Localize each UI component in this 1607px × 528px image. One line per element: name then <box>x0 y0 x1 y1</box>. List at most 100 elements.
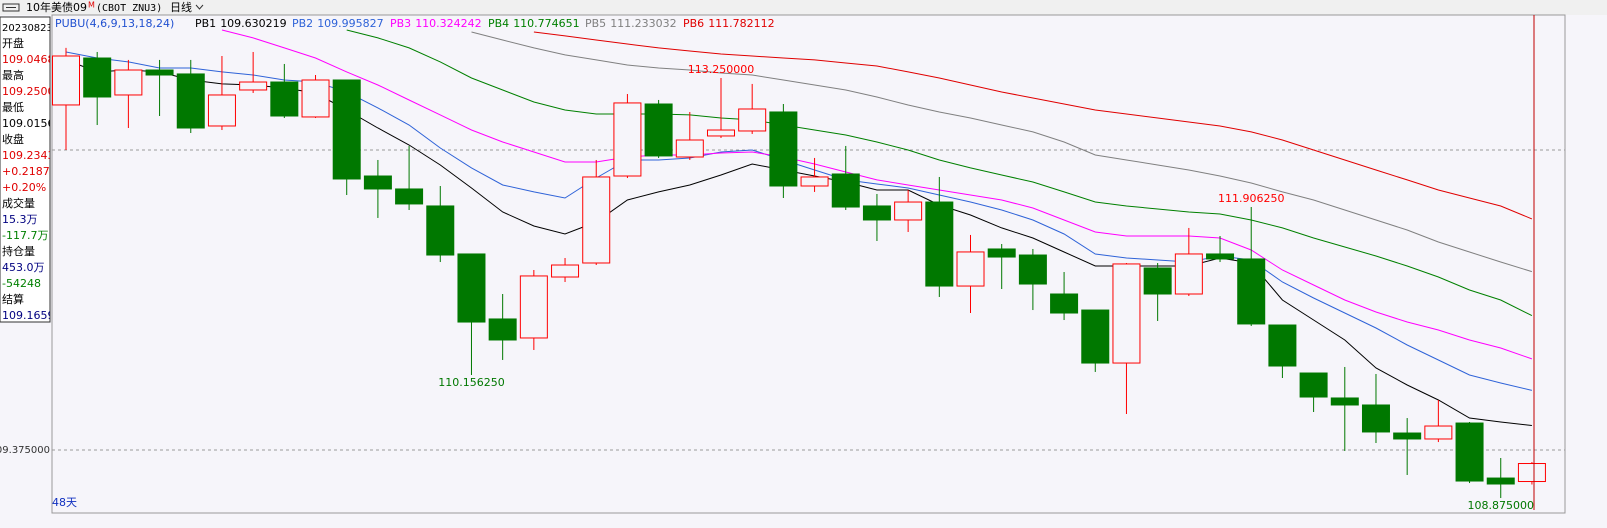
candle-body <box>176 73 205 129</box>
candle-body <box>270 81 299 117</box>
ma-line <box>346 29 1533 317</box>
legend-value: 111.782112 <box>708 17 774 30</box>
candle-body <box>675 139 704 158</box>
candle-body <box>301 79 330 118</box>
extreme-label: 111.906250 <box>1218 192 1284 205</box>
candle-body <box>613 102 642 177</box>
candle-body <box>1361 404 1390 433</box>
candle-body <box>488 318 517 341</box>
candle-body <box>1268 324 1297 367</box>
candle-body <box>769 111 798 187</box>
legend-value: 110.774651 <box>513 17 579 30</box>
info-panel <box>0 16 51 323</box>
legend-entry: PB2 109.995827 <box>292 17 384 30</box>
legend-entry: PB3 110.324242 <box>390 17 482 30</box>
legend-value: 109.630219 <box>220 17 286 30</box>
candle-body <box>457 253 486 323</box>
ma-line <box>533 31 1533 220</box>
info-value: 109.0468 <box>2 53 55 66</box>
candle-body <box>644 103 673 157</box>
y-tick-label: 109.375000 <box>0 445 50 456</box>
legend-value: 109.995827 <box>317 17 383 30</box>
candle-body <box>207 94 236 127</box>
candle-body <box>426 205 455 256</box>
extreme-label: 113.250000 <box>688 63 754 76</box>
info-label: 持仓量 <box>2 244 35 258</box>
info-label: 最高 <box>2 68 24 82</box>
bar-count: 48天 <box>52 496 77 509</box>
legend-name: PB2 <box>292 17 313 30</box>
info-value: +0.2187 <box>2 165 50 178</box>
extreme-label: 108.875000 <box>1467 499 1533 512</box>
candle-body <box>1143 267 1172 295</box>
candle-body <box>1081 309 1110 364</box>
extreme-label: 110.156250 <box>438 376 504 389</box>
info-value: 109.2500 <box>2 85 55 98</box>
candle-body <box>1018 254 1047 285</box>
candle-body <box>800 176 829 187</box>
candle-body <box>52 55 80 106</box>
candle-body <box>1050 293 1079 314</box>
instrument-badge: M <box>88 1 95 10</box>
period-selector[interactable]: 日线 <box>170 0 192 14</box>
info-label: 收盘 <box>2 132 24 146</box>
ma-line <box>221 29 1533 360</box>
legend-value: 110.324242 <box>415 17 481 30</box>
candle-body <box>1486 477 1515 485</box>
legend-value: 111.233032 <box>610 17 676 30</box>
info-value: -54248 <box>2 277 41 290</box>
candle-body <box>894 201 923 221</box>
info-value: -117.7万 <box>2 229 48 242</box>
candle-body <box>1455 422 1484 482</box>
candle-body <box>1174 253 1203 295</box>
candle-body <box>395 188 424 205</box>
candle-body <box>114 69 143 96</box>
candle-body <box>1330 397 1359 406</box>
legend-name: PB1 <box>195 17 216 30</box>
info-value: 109.1659 <box>2 309 55 322</box>
info-value: 109.2343 <box>2 149 55 162</box>
indicator-name: PUBU(4,6,9,13,18,24) <box>55 17 174 30</box>
candle-body <box>925 201 954 287</box>
info-label: 最低 <box>2 101 24 114</box>
candle-body <box>239 81 268 91</box>
candle-body <box>831 173 860 208</box>
info-value: 453.0万 <box>2 261 45 274</box>
candle-body <box>582 176 611 264</box>
candle-body <box>1237 258 1266 325</box>
info-value: 109.0156 <box>2 117 55 130</box>
candle-body <box>706 129 735 137</box>
legend-entry: PB6 111.782112 <box>683 17 775 30</box>
candle-body <box>1424 425 1453 440</box>
candle-body <box>551 264 580 278</box>
legend-name: PB3 <box>390 17 411 30</box>
info-label: 开盘 <box>2 36 24 50</box>
candle-body <box>145 69 174 76</box>
candle-body <box>519 275 548 339</box>
candle-body <box>1517 463 1546 483</box>
ma-line <box>471 31 1533 273</box>
legend-entry: PB5 111.233032 <box>585 17 677 30</box>
info-label: 成交量 <box>2 196 35 210</box>
candle-body <box>956 251 985 287</box>
legend: PUBU(4,6,9,13,18,24) PB1 109.630219 PB2 109.… <box>55 17 775 30</box>
info-label: 结算 <box>2 292 24 306</box>
info-date: 20230823 <box>2 23 53 34</box>
candle-body <box>1299 372 1328 398</box>
candle-body <box>1206 253 1235 260</box>
candle-body <box>1112 263 1141 364</box>
instrument-code[interactable]: (CBOT ZNU3) <box>96 3 162 14</box>
legend-name: PB6 <box>683 17 704 30</box>
candle-body <box>332 79 361 180</box>
candle-body <box>862 205 891 221</box>
info-value: 15.3万 <box>2 213 38 226</box>
candle-body <box>363 175 392 190</box>
candle-body <box>987 248 1016 258</box>
period-chevron[interactable] <box>195 4 204 10</box>
title-bar <box>0 0 1607 15</box>
menu-icon[interactable] <box>2 3 20 12</box>
legend-name: PB5 <box>585 17 606 30</box>
info-value: +0.20% <box>2 181 46 194</box>
